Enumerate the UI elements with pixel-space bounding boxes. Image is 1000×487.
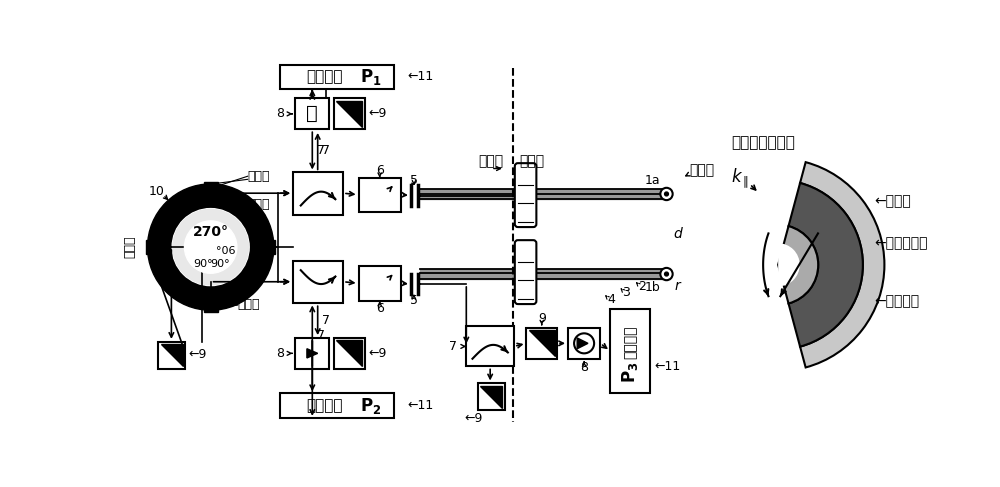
Text: 二端口: 二端口 (238, 299, 260, 311)
Circle shape (173, 209, 248, 285)
Text: 低杂波: 低杂波 (690, 163, 715, 177)
Text: 数据采集: 数据采集 (306, 70, 343, 84)
Polygon shape (529, 330, 555, 356)
Text: $\mathbf{P_3}$: $\mathbf{P_3}$ (620, 362, 640, 383)
Wedge shape (800, 162, 884, 367)
Text: 托卡马克俯视图: 托卡马克俯视图 (731, 136, 795, 150)
Bar (204, 183, 218, 190)
Bar (358, 266, 401, 301)
Text: °06: °06 (216, 246, 236, 256)
Text: ←11: ←11 (408, 71, 434, 83)
Circle shape (660, 268, 673, 280)
FancyBboxPatch shape (515, 163, 536, 227)
Bar (334, 338, 365, 369)
Text: 7: 7 (317, 144, 325, 157)
Bar (610, 309, 650, 393)
Bar (295, 98, 329, 129)
Polygon shape (161, 344, 183, 366)
FancyBboxPatch shape (515, 240, 536, 304)
Polygon shape (480, 386, 502, 408)
Wedge shape (789, 183, 863, 347)
Bar (280, 65, 394, 89)
Polygon shape (307, 349, 318, 358)
Text: 7: 7 (449, 340, 457, 353)
Text: 10: 10 (149, 185, 165, 198)
Text: 5: 5 (410, 173, 418, 187)
Text: 2: 2 (638, 280, 646, 293)
Bar (204, 304, 218, 312)
Text: 90°: 90° (193, 259, 213, 269)
Text: 三端口: 三端口 (248, 198, 270, 211)
Text: 4: 4 (607, 293, 615, 306)
Bar (280, 393, 394, 418)
Text: $\mathbf{P_1}$: $\mathbf{P_1}$ (360, 67, 382, 87)
Bar (158, 342, 185, 369)
Text: 7: 7 (322, 314, 330, 327)
Text: ←11: ←11 (408, 399, 434, 412)
Bar (293, 261, 343, 303)
Bar (146, 240, 154, 254)
Text: 一端口: 一端口 (248, 170, 270, 183)
Bar (358, 178, 401, 212)
Circle shape (660, 188, 673, 200)
Text: 大气侧: 大气侧 (478, 154, 504, 168)
Text: ←主等离子体: ←主等离子体 (874, 236, 928, 250)
Text: 8: 8 (277, 107, 285, 120)
Text: 数据采集: 数据采集 (306, 398, 343, 413)
Text: 5: 5 (410, 295, 418, 307)
Text: 8: 8 (580, 361, 588, 375)
Text: ←9: ←9 (369, 347, 387, 360)
Circle shape (665, 272, 668, 276)
Text: 270°: 270° (193, 225, 229, 239)
Bar (466, 326, 514, 366)
Text: r: r (674, 280, 680, 293)
Text: 数据采集: 数据采集 (623, 325, 637, 358)
Text: 1a: 1a (645, 173, 660, 187)
Wedge shape (778, 226, 818, 303)
Bar (293, 172, 343, 215)
Bar (568, 328, 600, 359)
Circle shape (665, 192, 668, 196)
Text: ←刮削层: ←刮削层 (874, 194, 911, 208)
Polygon shape (336, 340, 362, 366)
Text: ←纵场方向: ←纵场方向 (874, 294, 920, 308)
Text: ←11: ←11 (654, 360, 680, 373)
Circle shape (148, 184, 274, 310)
Text: 7: 7 (322, 144, 330, 157)
Text: 回路口: 回路口 (123, 236, 136, 258)
Text: 6: 6 (376, 302, 384, 315)
Text: 7: 7 (317, 329, 325, 342)
Text: 1b: 1b (645, 281, 661, 295)
Text: d: d (673, 227, 682, 241)
Circle shape (184, 221, 237, 273)
Text: $\mathbf{P_2}$: $\mathbf{P_2}$ (360, 396, 381, 416)
Circle shape (172, 208, 249, 285)
Text: 本: 本 (306, 104, 318, 123)
Text: 真空侧: 真空侧 (519, 154, 544, 168)
Bar (295, 338, 329, 369)
Text: ←9: ←9 (188, 348, 207, 361)
Bar (478, 383, 505, 411)
Text: 3: 3 (623, 286, 630, 299)
Bar (268, 240, 275, 254)
Text: 8: 8 (277, 347, 285, 360)
Text: ←9: ←9 (465, 412, 483, 425)
Text: 6: 6 (376, 164, 384, 177)
Text: 90°: 90° (210, 259, 230, 269)
Text: $k_{\parallel}$: $k_{\parallel}$ (731, 166, 749, 190)
Text: 9: 9 (538, 312, 546, 325)
Text: ←9: ←9 (369, 107, 387, 120)
Polygon shape (336, 101, 362, 127)
Bar (334, 98, 365, 129)
Bar (526, 328, 557, 359)
Wedge shape (778, 243, 800, 286)
Polygon shape (577, 338, 588, 349)
